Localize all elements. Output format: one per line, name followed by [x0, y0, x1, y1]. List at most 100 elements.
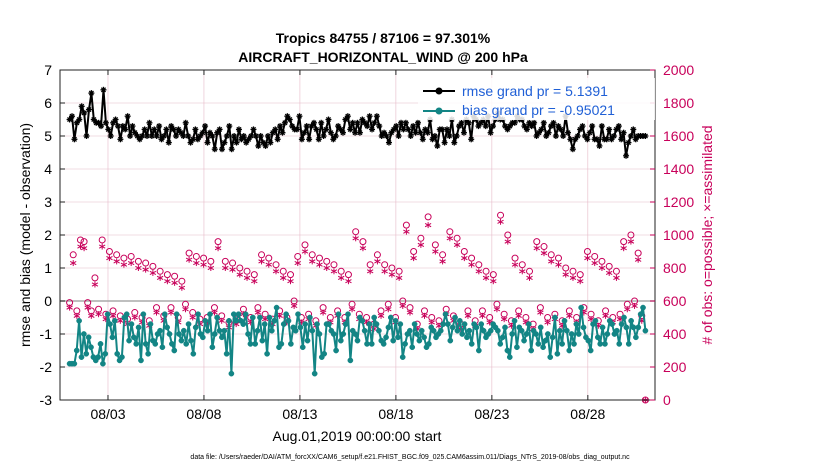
star-stroke: [553, 133, 559, 139]
bias-point: [414, 331, 420, 337]
bias-point: [454, 327, 461, 334]
bias-point: [95, 354, 101, 360]
bias-point: [616, 341, 623, 347]
star-stroke: [200, 130, 206, 136]
bias-point: [430, 327, 437, 334]
bias-point: [219, 334, 225, 341]
obs-assimilated-point: [73, 312, 81, 319]
bias-point: [637, 311, 644, 318]
star-stroke: [325, 116, 332, 123]
bias-point: [342, 321, 349, 327]
asterisk-stroke: [363, 320, 370, 325]
obs-possible-point: [373, 251, 381, 259]
obs-assimilated-point: [598, 265, 606, 271]
rmse-point: [584, 136, 591, 143]
obs-possible-point: [294, 252, 302, 260]
star-stroke: [272, 126, 278, 132]
obs-possible-point: [576, 271, 584, 279]
bias-point: [185, 321, 192, 327]
star-stroke: [296, 113, 302, 119]
obs-possible-point: [359, 238, 367, 246]
obs-assimilated-point: [280, 274, 287, 281]
asterisk-stroke: [519, 269, 526, 274]
obs-assimilated-point: [374, 258, 381, 265]
rmse-point: [221, 139, 228, 146]
obs-assimilated-point: [540, 250, 548, 257]
rmse-point: [395, 133, 402, 139]
star-stroke: [352, 130, 358, 136]
obs-assimilated-point: [337, 274, 345, 281]
obs-assimilated-point: [526, 274, 533, 281]
bias-point: [266, 314, 273, 321]
rmse-point: [371, 119, 378, 126]
star-stroke: [236, 126, 242, 132]
asterisk-stroke: [91, 282, 99, 287]
star-stroke: [125, 113, 131, 119]
bias-point: [409, 344, 416, 351]
bias-point: [380, 341, 387, 347]
bias-point: [138, 357, 144, 364]
star-stroke: [408, 133, 414, 139]
right-y-tick-label: 600: [663, 293, 687, 309]
bias-point: [295, 311, 301, 318]
star-stroke: [599, 123, 605, 129]
asterisk-stroke: [479, 313, 486, 318]
asterisk-stroke: [385, 307, 392, 312]
asterisk-stroke: [178, 285, 186, 290]
asterisk-stroke: [428, 320, 435, 325]
rmse-point: [315, 136, 322, 143]
asterisk-stroke: [200, 262, 207, 267]
rmse-point: [385, 139, 392, 146]
right-y-tick-label: 400: [663, 326, 687, 342]
rmse-point: [88, 90, 95, 97]
rmse-point: [269, 129, 276, 136]
star-stroke: [458, 120, 465, 126]
bias-point: [366, 321, 373, 327]
right-y-tick-label: 800: [663, 260, 687, 276]
star-stroke: [117, 136, 123, 142]
rmse-point: [594, 136, 601, 143]
rmse-point: [129, 123, 136, 130]
star-stroke: [163, 126, 169, 132]
obs-assimilated-point: [519, 268, 526, 275]
bias-point: [635, 324, 642, 331]
obs-assimilated-point: [66, 304, 73, 311]
bias-point: [321, 350, 328, 357]
rmse-point: [347, 126, 354, 133]
obs-possible-point: [171, 272, 179, 280]
metric-series: [66, 86, 649, 377]
asterisk-stroke: [95, 312, 102, 317]
x-axis-label: Aug.01,2019 00:00:00 start: [273, 428, 442, 444]
star-stroke: [279, 130, 286, 136]
star-stroke: [642, 133, 648, 139]
star-stroke: [350, 120, 356, 126]
rmse-point: [235, 126, 242, 133]
bias-point: [195, 311, 201, 318]
asterisk-stroke: [345, 279, 352, 284]
star-stroke: [490, 123, 496, 129]
bias-point: [271, 317, 278, 324]
bias-point: [273, 304, 280, 311]
bias-point: [311, 370, 318, 377]
asterisk-stroke: [80, 246, 88, 251]
bias-point: [128, 321, 135, 327]
star-stroke: [594, 136, 600, 142]
obs-possible-point: [200, 254, 208, 262]
obs-assimilated-point: [504, 238, 512, 245]
bias-point: [71, 360, 78, 367]
x-tick-label: 08/28: [570, 406, 605, 422]
obs-assimilated-point: [627, 238, 635, 245]
obs-assimilated-point: [149, 269, 157, 276]
obs-possible-point: [98, 236, 106, 244]
asterisk-stroke: [475, 269, 483, 274]
bias-point: [73, 347, 80, 354]
asterisk-stroke: [591, 260, 598, 266]
star-stroke: [185, 133, 191, 139]
obs-possible-point: [127, 252, 135, 260]
star-stroke: [625, 140, 632, 146]
obs-assimilated-point: [403, 228, 410, 235]
asterisk-stroke: [406, 310, 414, 315]
bias-point: [468, 341, 475, 347]
obs-possible-point: [142, 259, 150, 267]
bias-point: [573, 321, 580, 327]
